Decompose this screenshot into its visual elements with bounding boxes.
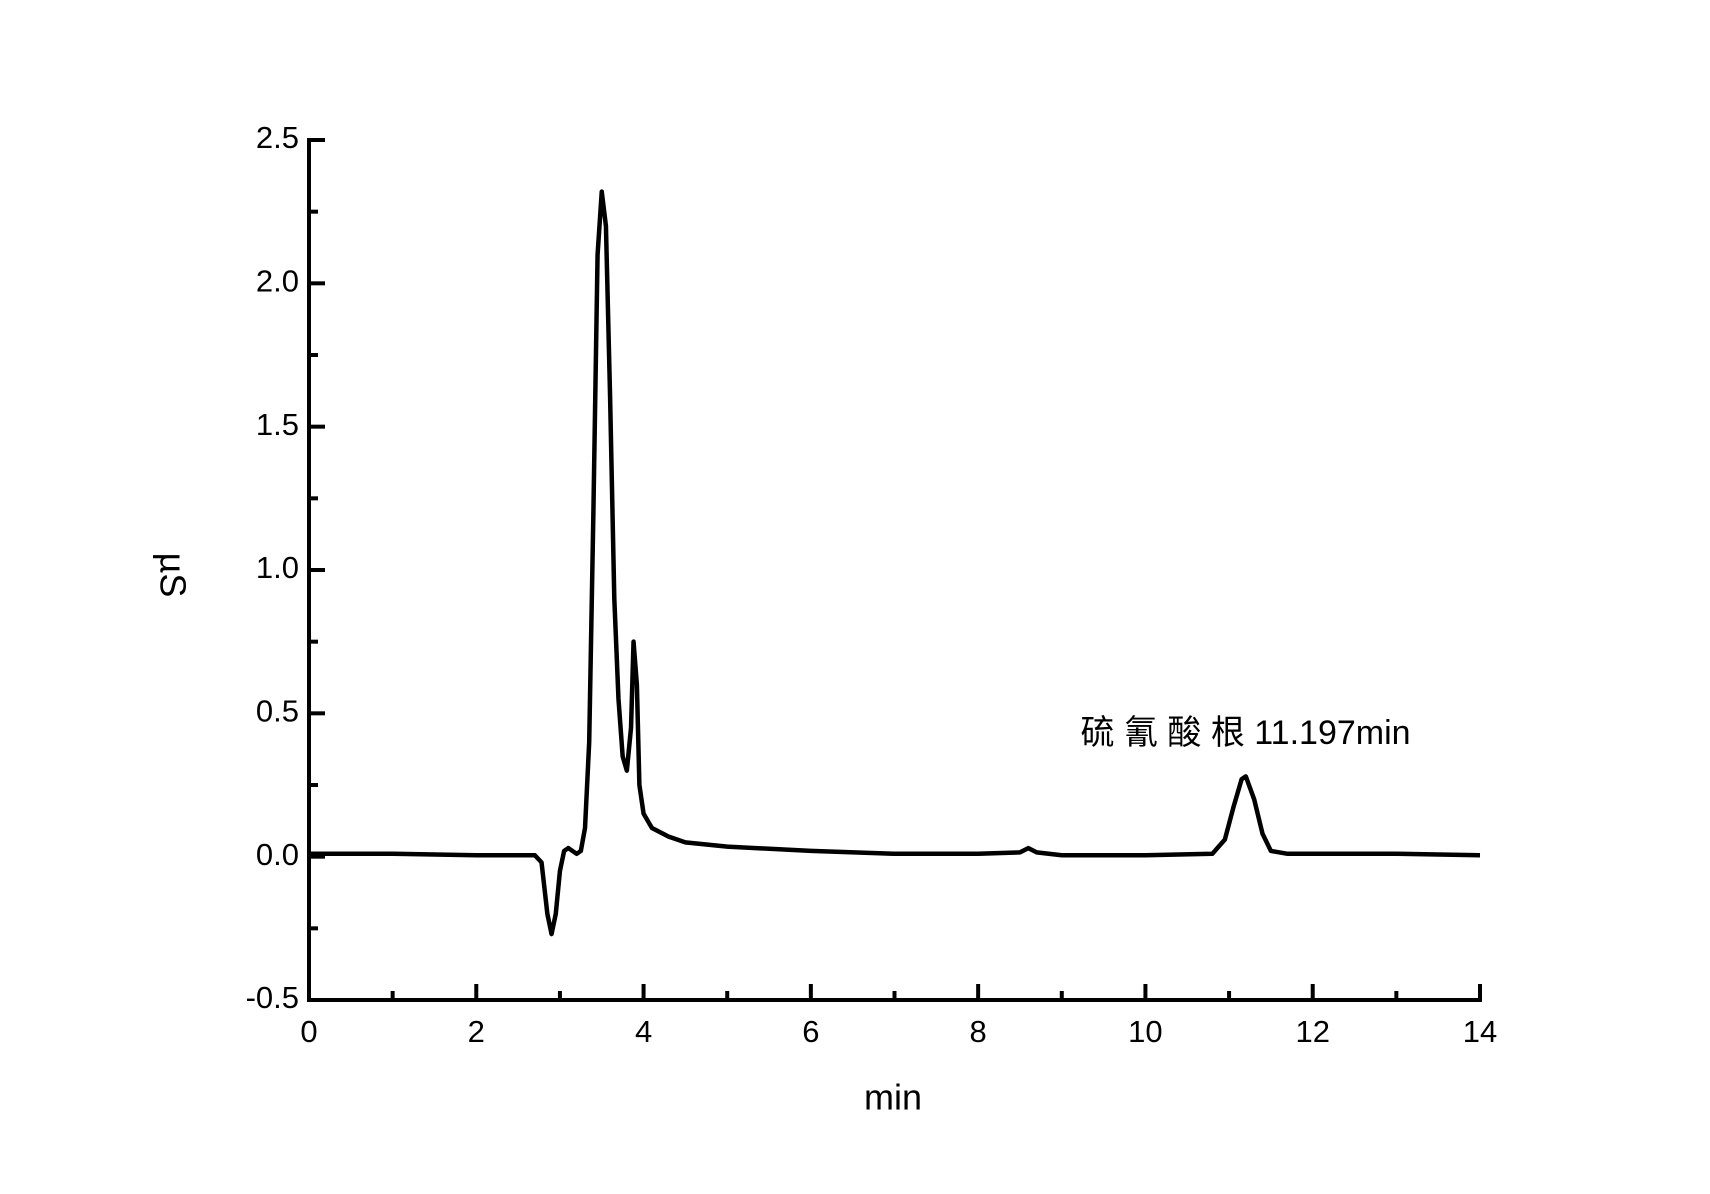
x-tick-label: 14 [1463,1014,1497,1049]
y-tick-label: 2.5 [256,120,299,155]
y-tick-label: 2.0 [256,264,299,299]
x-tick-label: 6 [802,1014,819,1049]
peak-annotation: 硫 氰 酸 根 11.197min [1081,714,1411,752]
x-tick-label: 8 [970,1014,987,1049]
x-tick-label: 12 [1295,1014,1329,1049]
x-tick-label: 0 [300,1014,317,1049]
x-tick-label: 4 [635,1014,652,1049]
chromatogram-line [309,189,1481,937]
y-axis-label: µS [152,553,193,598]
y-tick-label: -0.5 [246,980,299,1015]
y-tick-label: 0.0 [256,837,299,872]
y-tick-label: 0.5 [256,694,299,729]
y-tick-label: 1.5 [256,407,299,442]
x-tick-label: 2 [468,1014,485,1049]
y-tick-label: 1.0 [256,550,299,585]
x-tick-label: 10 [1128,1014,1162,1049]
x-axis-label: min [864,1077,922,1118]
